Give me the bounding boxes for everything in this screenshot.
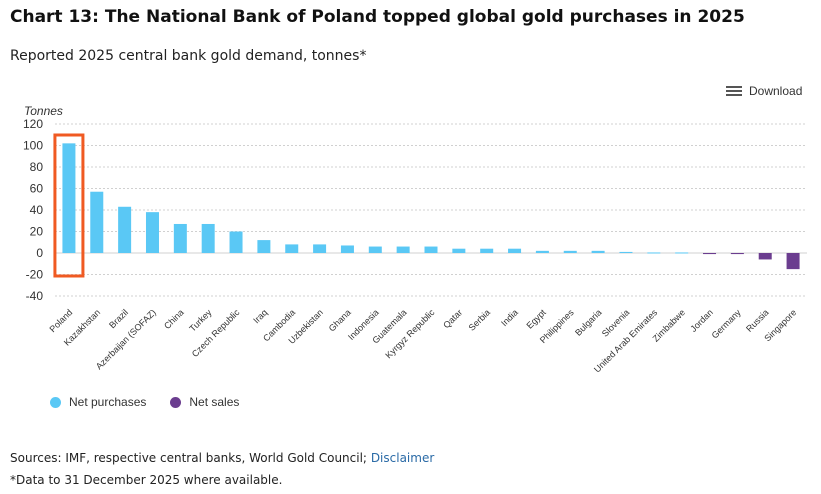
bar-brazil[interactable]: [118, 206, 132, 253]
y-axis-ticks: 120 100 80 60 40 20 0 -20 -40: [23, 117, 43, 303]
y-tick-label: 60: [30, 182, 44, 196]
y-tick-label: 80: [30, 160, 44, 174]
x-tick-label: India: [499, 307, 520, 328]
bar-egypt[interactable]: [535, 250, 549, 253]
chart-title: Chart 13: The National Bank of Poland to…: [10, 7, 745, 27]
y-tick-label: 120: [23, 117, 43, 131]
x-tick-label: Czech Republic: [190, 307, 242, 359]
bar-poland[interactable]: [62, 143, 76, 253]
bar-ghana[interactable]: [340, 245, 354, 253]
bar-qatar[interactable]: [452, 248, 466, 253]
download-label: Download: [749, 84, 803, 98]
bars: [62, 143, 800, 270]
x-tick-label: Kyrgyz Republic: [383, 307, 436, 360]
bar-czech-republic[interactable]: [229, 231, 243, 254]
legend-label-net-purchases: Net purchases: [69, 395, 147, 409]
x-tick-label: Iraq: [251, 307, 269, 325]
bar-china[interactable]: [173, 223, 187, 253]
x-tick-label: China: [162, 307, 186, 331]
y-tick-label: -20: [26, 268, 44, 282]
x-tick-label: Qatar: [441, 307, 464, 330]
bar-kazakhstan[interactable]: [90, 191, 104, 253]
bar-azerbaijan-sofaz[interactable]: [145, 212, 159, 253]
bar-guatemala[interactable]: [396, 246, 410, 253]
bar-kyrgyz-republic[interactable]: [424, 246, 438, 253]
bar-russia[interactable]: [758, 253, 772, 260]
grid-lines: [55, 123, 807, 297]
source-note: Sources: IMF, respective central banks, …: [10, 451, 434, 465]
y-tick-label: 20: [30, 225, 44, 239]
bar-zimbabwe[interactable]: [675, 252, 689, 254]
bar-iraq[interactable]: [257, 240, 271, 253]
bar-united-arab-emirates[interactable]: [647, 252, 661, 254]
chart-legend: Net purchases Net sales: [50, 395, 239, 409]
bar-indonesia[interactable]: [368, 246, 382, 253]
legend-marker-net-purchases: [50, 396, 61, 408]
bar-philippines[interactable]: [563, 250, 577, 253]
footnote: *Data to 31 December 2025 where availabl…: [10, 473, 283, 487]
x-tick-label: Poland: [47, 307, 74, 334]
disclaimer-link[interactable]: Disclaimer: [370, 451, 435, 465]
x-tick-label: Germany: [710, 307, 744, 341]
legend-marker-net-sales: [170, 396, 182, 408]
y-axis-label: Tonnes: [24, 104, 63, 118]
chart-subtitle: Reported 2025 central bank gold demand, …: [10, 48, 367, 64]
x-tick-label: Brazil: [107, 307, 130, 330]
bar-india[interactable]: [508, 248, 522, 253]
download-button[interactable]: Download: [726, 82, 802, 100]
x-tick-label: Ghana: [327, 307, 353, 333]
highlight-box: [53, 133, 85, 278]
y-tick-label: 0: [36, 246, 43, 260]
bar-slovenia[interactable]: [619, 251, 633, 253]
legend-item-net-purchases[interactable]: Net purchases: [50, 395, 146, 409]
legend-label-net-sales: Net sales: [189, 395, 240, 409]
legend-item-net-sales[interactable]: Net sales: [170, 395, 239, 409]
bar-serbia[interactable]: [480, 248, 494, 253]
menu-icon: [726, 85, 742, 97]
highlight-box-layer: [53, 133, 85, 278]
x-tick-label: Turkey: [187, 307, 214, 334]
x-tick-label: Egypt: [524, 307, 548, 331]
y-tick-label: 40: [30, 203, 44, 217]
bar-germany[interactable]: [730, 253, 744, 255]
y-tick-label: 100: [23, 139, 43, 153]
bar-chart: Tonnes 120 100 80 60 40 20 0 -20 -40 PolandKazak…: [23, 104, 807, 375]
bar-cambodia[interactable]: [285, 244, 299, 253]
y-tick-label: -40: [26, 289, 44, 303]
x-tick-label: Jordan: [688, 307, 715, 334]
bar-jordan[interactable]: [703, 253, 717, 255]
bar-uzbekistan[interactable]: [313, 244, 327, 253]
x-tick-label: Bulgaria: [573, 307, 603, 337]
bar-turkey[interactable]: [201, 223, 215, 253]
x-tick-label: Serbia: [467, 307, 492, 332]
bar-bulgaria[interactable]: [591, 250, 605, 253]
bar-singapore[interactable]: [786, 253, 800, 270]
source-text: Sources: IMF, respective central banks, …: [10, 451, 367, 465]
x-tick-label: Russia: [744, 307, 771, 334]
